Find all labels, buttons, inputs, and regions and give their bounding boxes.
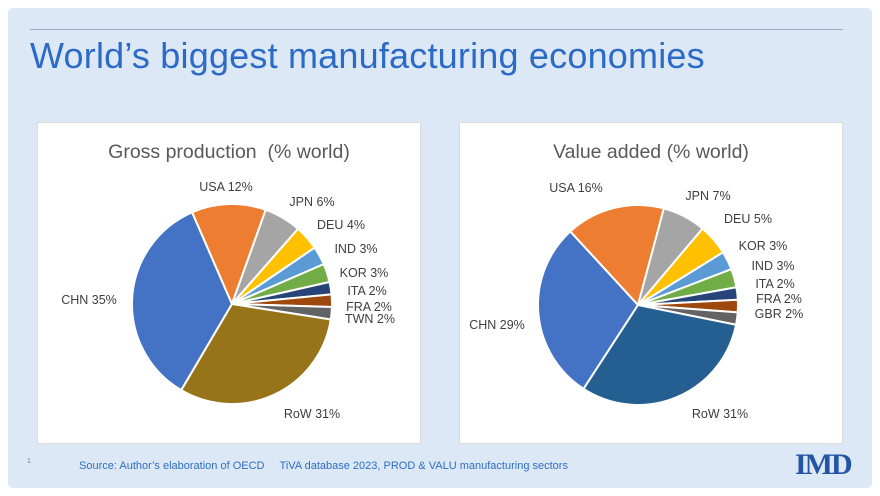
pie-chart-value-added: CHN 29% USA 16% JPN 7% DEU 5% KOR 3% IND 3% IT… — [469, 181, 804, 421]
pie-slice-CHN — [536, 230, 639, 390]
pie-slice-RoW — [180, 303, 332, 405]
pie-label-ITA: ITA 2% — [347, 284, 386, 298]
pie-label-GBR: GBR 2% — [755, 307, 804, 321]
pie-label-KOR: KOR 3% — [340, 266, 389, 280]
pie-label-USA: USA 12% — [199, 180, 253, 194]
pie-label-DEU: DEU 4% — [317, 218, 365, 232]
pie-label-FRA: FRA 2% — [346, 300, 392, 314]
title-rule — [30, 29, 843, 30]
chart-card-gross-production: CHN 35% USA 12% JPN 6% DEU 4% IND 3% KOR 3% IT… — [37, 122, 421, 444]
pie-label-ITA: ITA 2% — [755, 277, 794, 291]
imd-logo: IMD — [795, 448, 853, 481]
pie-label-RoW: RoW 31% — [692, 407, 748, 421]
chart-title-value-added: Value added (% world) — [553, 141, 749, 163]
chart-title-gross-production: Gross production (% world) — [108, 141, 350, 163]
pie-label-USA: USA 16% — [549, 181, 603, 195]
pie-label-TWN: TWN 2% — [345, 312, 395, 326]
pie-slice-RoW — [582, 304, 738, 406]
pie-label-RoW: RoW 31% — [284, 407, 340, 421]
pie-label-CHN: CHN 29% — [469, 318, 525, 332]
chart-card-value-added: CHN 29% USA 16% JPN 7% DEU 5% KOR 3% IND 3% IT… — [459, 122, 843, 444]
pie-label-FRA: FRA 2% — [756, 292, 802, 306]
pie-label-DEU: DEU 5% — [724, 212, 772, 226]
pie-label-IND: IND 3% — [334, 242, 377, 256]
pie-slice-USA — [569, 204, 665, 306]
pie-slice-USA — [191, 203, 267, 305]
pie-label-KOR: KOR 3% — [739, 239, 788, 253]
pie-label-JPN: JPN 7% — [685, 189, 730, 203]
slide-background: World’s biggest manufacturing economies … — [8, 8, 872, 488]
pie-label-IND: IND 3% — [751, 259, 794, 273]
slide-title: World’s biggest manufacturing economies — [30, 35, 705, 76]
page-number: 1 — [27, 458, 31, 465]
source-note: Source: Author’s elaboration of OECD TiV… — [79, 460, 568, 472]
pie-label-JPN: JPN 6% — [289, 195, 334, 209]
pie-label-CHN: CHN 35% — [61, 293, 117, 307]
pie-chart-gross-production: CHN 35% USA 12% JPN 6% DEU 4% IND 3% KOR 3% IT… — [61, 180, 395, 421]
